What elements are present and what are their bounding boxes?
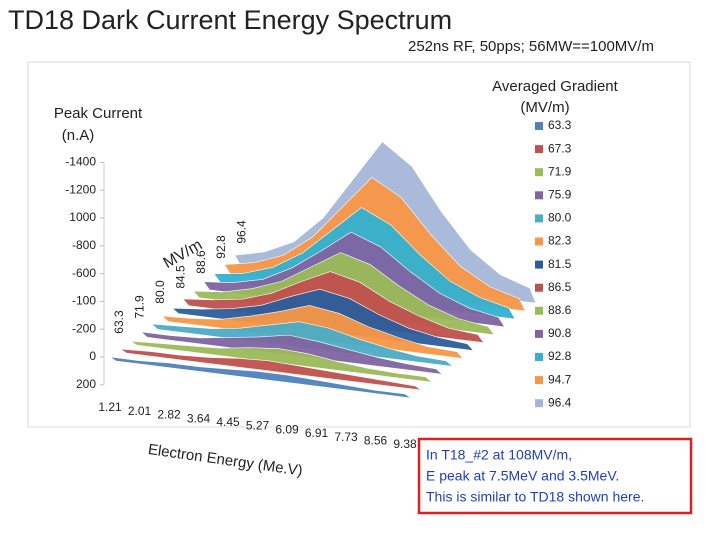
x-tick-label: 2.01 bbox=[128, 404, 152, 418]
legend-title: (MV/m) bbox=[520, 99, 569, 116]
z-tick-label: 84.5 bbox=[173, 265, 187, 289]
chart-frame bbox=[27, 61, 691, 428]
x-tick-label: 3.64 bbox=[187, 411, 211, 425]
legend-label: 92.8 bbox=[548, 349, 572, 363]
subtitle: 252ns RF, 50pps; 56MW==100MV/m bbox=[408, 38, 654, 55]
legend-label: 86.5 bbox=[548, 280, 572, 294]
x-tick-label: 4.45 bbox=[216, 415, 240, 429]
x-tick-label: 6.09 bbox=[275, 422, 299, 436]
z-tick-label: 63.3 bbox=[112, 310, 126, 334]
y-tick-label: -800 bbox=[72, 238, 96, 252]
y-tick-label: -1200 bbox=[65, 182, 96, 196]
legend-label: 71.9 bbox=[548, 164, 572, 178]
note-box bbox=[417, 437, 693, 515]
x-tick-label: 5.27 bbox=[246, 419, 270, 433]
legend-label: 90.8 bbox=[548, 326, 572, 340]
legend-label: 67.3 bbox=[548, 141, 572, 155]
z-tick-label: 71.9 bbox=[133, 295, 147, 319]
legend-swatch bbox=[535, 168, 543, 177]
y-tick-label: -200 bbox=[72, 321, 96, 335]
y-tick-label: -1400 bbox=[65, 155, 96, 169]
x-tick-label: 7.73 bbox=[334, 430, 358, 444]
note-line: In T18_#2 at 108MV/m, bbox=[426, 447, 572, 463]
legend-swatch bbox=[535, 260, 543, 269]
x-tick-label: 2.82 bbox=[157, 408, 181, 422]
y-tick-label: -100 bbox=[72, 294, 96, 308]
legend-swatch bbox=[535, 353, 543, 361]
legend-label: 75.9 bbox=[548, 187, 572, 201]
z-tick-label: 80.0 bbox=[153, 280, 167, 304]
slide-title: TD18 Dark Current Energy Spectrum bbox=[8, 5, 452, 35]
note-line: This is similar to TD18 shown here. bbox=[426, 489, 644, 505]
legend-label: 96.4 bbox=[548, 395, 572, 409]
x-tick-label: 8.56 bbox=[364, 433, 388, 447]
ribbon bbox=[129, 340, 433, 383]
legend-label: 88.6 bbox=[548, 303, 572, 317]
legend-swatch bbox=[535, 214, 543, 223]
legend-swatch bbox=[535, 122, 543, 130]
ribbon bbox=[109, 356, 412, 399]
legend-label: 63.3 bbox=[548, 118, 572, 132]
x-axis-label: Electron Energy (Me.V) bbox=[147, 441, 304, 480]
x-tick-label: 1.21 bbox=[98, 400, 122, 414]
legend-swatch bbox=[535, 237, 543, 246]
y-tick-label: -600 bbox=[72, 266, 96, 280]
z-tick-label: 96.4 bbox=[235, 220, 249, 244]
legend-label: 82.3 bbox=[548, 234, 572, 248]
z-tick-label: 88.6 bbox=[194, 250, 208, 274]
y-tick-label: 200 bbox=[76, 377, 96, 391]
legend-swatch bbox=[535, 376, 543, 385]
y-axis-label: Peak Current bbox=[54, 105, 143, 122]
legend-label: 94.7 bbox=[548, 372, 572, 386]
legend-swatch bbox=[535, 191, 543, 200]
ribbon bbox=[119, 348, 422, 391]
legend-label: 80.0 bbox=[548, 211, 572, 225]
y-tick-label: 1000 bbox=[69, 210, 96, 224]
z-tick-label: 92.8 bbox=[214, 235, 228, 259]
y-tick-label: 0 bbox=[89, 349, 96, 363]
x-tick-label: 9.38 bbox=[393, 437, 417, 451]
note-line: E peak at 7.5MeV and 3.5MeV. bbox=[426, 468, 619, 484]
legend-label: 81.5 bbox=[548, 257, 572, 271]
legend-swatch bbox=[535, 283, 543, 292]
legend-swatch bbox=[535, 329, 543, 338]
legend-swatch bbox=[535, 399, 543, 408]
legend-title: Averaged Gradient bbox=[492, 78, 618, 95]
legend-swatch bbox=[535, 306, 543, 315]
y-axis-label: (n.A) bbox=[62, 127, 95, 144]
legend-swatch bbox=[535, 145, 543, 154]
x-tick-label: 6.91 bbox=[305, 426, 329, 440]
